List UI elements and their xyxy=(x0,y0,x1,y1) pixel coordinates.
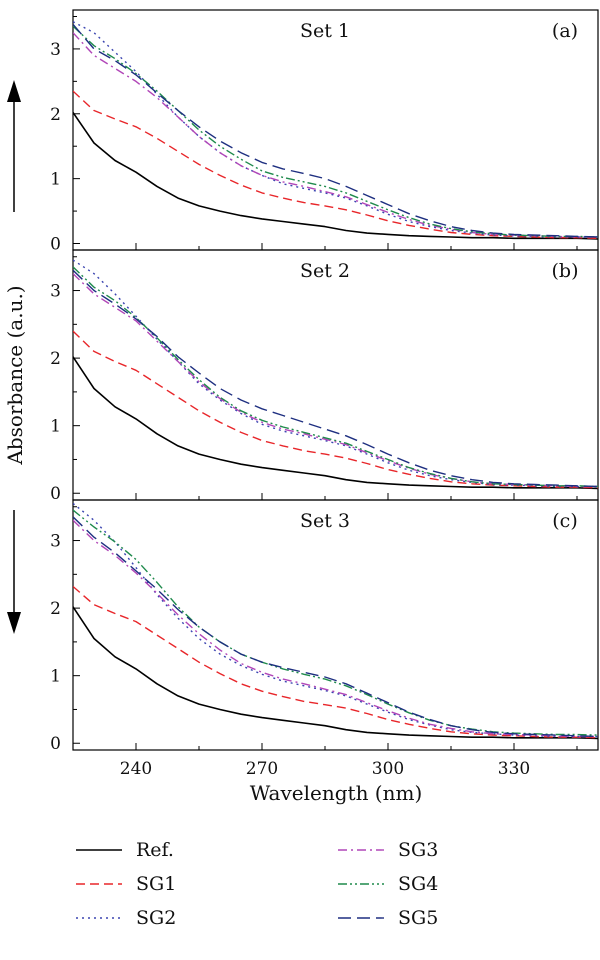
panel-letter: (c) xyxy=(552,510,577,532)
chart-panels: 0 1 2 3 Set 1 (a) 0 1 2 3 Set 2 (b) 0 1 2 3 Set 3 (c) 240 2… xyxy=(7,9,599,779)
y-tick-label: 3 xyxy=(50,40,61,60)
legend-label: Ref. xyxy=(136,839,174,861)
y-tick-label: 0 xyxy=(50,484,61,504)
series-line-sg2 xyxy=(73,21,598,238)
series-group xyxy=(73,502,598,740)
legend-label: SG5 xyxy=(398,907,438,929)
arrow-down-icon xyxy=(7,612,21,634)
panel-set-3: 0 1 2 3 Set 3 (c) 240 270 300 330 xyxy=(7,499,599,779)
series-line-sg2 xyxy=(73,259,598,488)
legend-item-sg4: SG4 xyxy=(338,873,438,895)
series-line-sg2 xyxy=(73,502,598,738)
panel-title: Set 1 xyxy=(300,20,350,42)
plot-frame xyxy=(72,9,599,251)
plot-frame xyxy=(72,249,599,501)
series-line-sg4 xyxy=(73,25,598,238)
series-line-sg1 xyxy=(73,585,598,739)
series-line-sg1 xyxy=(73,330,598,489)
series-group xyxy=(73,259,598,490)
panel-letter: (b) xyxy=(552,260,579,282)
legend-item-sg3: SG3 xyxy=(338,839,438,861)
series-group xyxy=(73,21,598,240)
legend-label: SG2 xyxy=(136,907,176,929)
legend-label: SG1 xyxy=(136,873,176,895)
x-axis-title: Wavelength (nm) xyxy=(250,781,423,805)
y-tick-label: 2 xyxy=(50,349,61,369)
series-line-sg1 xyxy=(73,90,598,239)
panel-set-1: 0 1 2 3 Set 1 (a) xyxy=(7,9,599,255)
series-line-sg4 xyxy=(73,266,598,488)
series-line-sg5 xyxy=(73,516,598,738)
legend-item-sg5: SG5 xyxy=(338,907,438,929)
panel-set-2: 0 1 2 3 Set 2 (b) xyxy=(50,249,599,504)
y-tick-label: 0 xyxy=(50,235,61,255)
series-line-sg3 xyxy=(73,273,598,488)
legend-label: SG3 xyxy=(398,839,438,861)
arrow-up-icon xyxy=(7,80,21,102)
x-tick-label: 270 xyxy=(246,759,278,779)
legend-item-ref: Ref. xyxy=(76,839,174,861)
panel-title: Set 2 xyxy=(300,260,350,282)
series-line-sg5 xyxy=(73,269,598,488)
series-line-sg4 xyxy=(73,509,598,736)
y-tick-label: 0 xyxy=(50,734,61,754)
x-tick-label: 300 xyxy=(372,759,404,779)
plot-frame xyxy=(72,499,599,751)
series-line-ref xyxy=(73,112,598,240)
y-axis-title: Absorbance (a.u.) xyxy=(3,285,27,465)
series-line-sg3 xyxy=(73,519,598,738)
chart-legend: Ref. SG1 SG2 SG3 SG4 SG5 xyxy=(76,839,438,929)
y-tick-label: 3 xyxy=(50,282,61,302)
legend-label: SG4 xyxy=(398,873,438,895)
y-tick-label: 1 xyxy=(50,170,61,190)
y-tick-label: 2 xyxy=(50,599,61,619)
x-tick-label: 330 xyxy=(498,759,530,779)
x-tick-label: 240 xyxy=(120,759,152,779)
legend-item-sg2: SG2 xyxy=(76,907,176,929)
y-tick-label: 2 xyxy=(50,105,61,125)
series-line-sg5 xyxy=(73,23,598,238)
panel-letter: (a) xyxy=(552,20,578,42)
y-tick-label: 1 xyxy=(50,417,61,437)
y-tick-label: 1 xyxy=(50,667,61,687)
series-line-ref xyxy=(73,356,598,490)
panel-title: Set 3 xyxy=(300,510,350,532)
series-line-ref xyxy=(73,606,598,740)
y-tick-label: 3 xyxy=(50,532,61,552)
legend-item-sg1: SG1 xyxy=(76,873,176,895)
